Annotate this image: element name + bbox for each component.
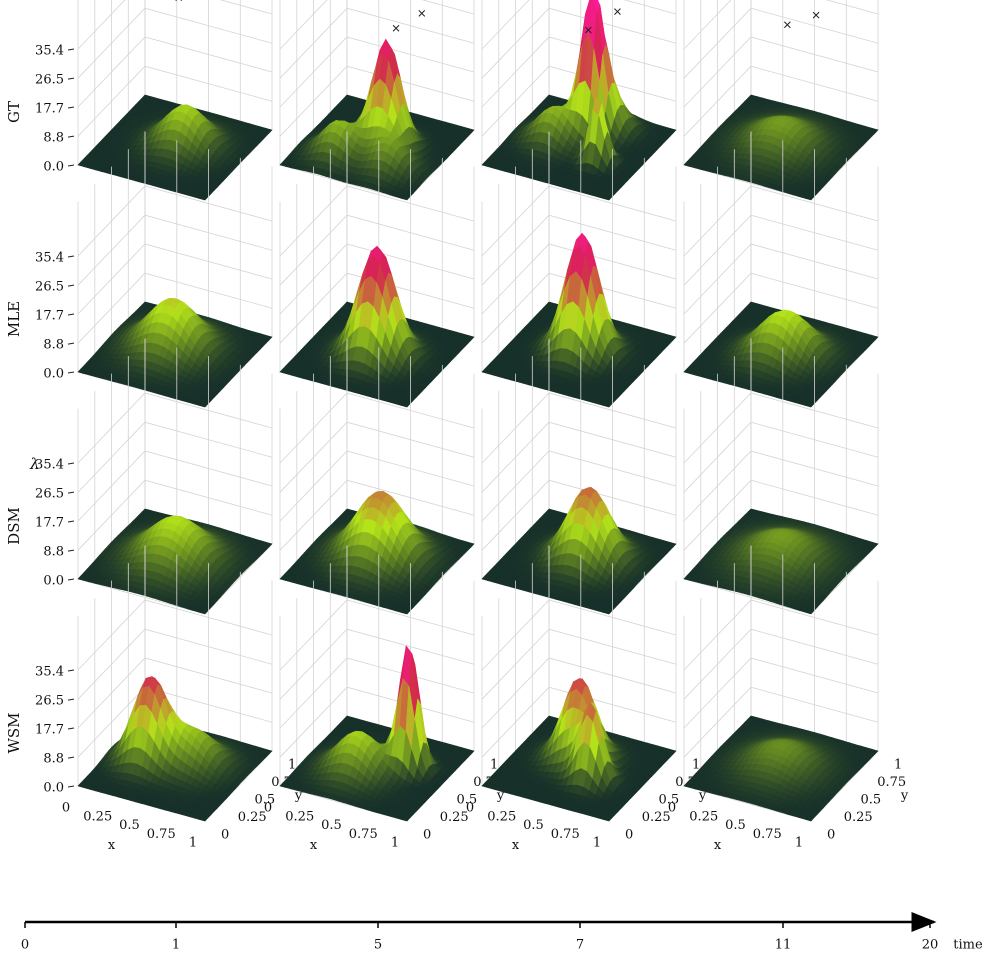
row-label: MLE [5, 301, 23, 337]
z-tick-label: 17.7 [35, 102, 64, 117]
surface [481, 232, 677, 408]
z-grid-line [683, 0, 879, 50]
z-tick [67, 549, 75, 552]
event-marker [614, 8, 621, 15]
z-tick [67, 164, 75, 167]
panel [683, 0, 879, 201]
surface [279, 245, 475, 408]
surface [77, 94, 273, 201]
z-tick [67, 106, 75, 109]
z-tick-label: 0.0 [43, 574, 64, 589]
z-grid-line [481, 0, 677, 50]
z-tick [67, 520, 75, 523]
z-tick [67, 48, 75, 51]
z-tick [67, 371, 75, 374]
z-tick [67, 342, 75, 345]
z-grid-line [77, 185, 273, 257]
surface [77, 508, 273, 615]
z-tick-label: 0.0 [43, 367, 64, 382]
z-tick-label: 8.8 [43, 338, 64, 353]
z-tick [67, 491, 75, 494]
z-tick-label: 35.4 [35, 251, 64, 266]
row-label: DSM [5, 507, 23, 545]
z-grid-line [77, 392, 273, 464]
z-tick [67, 77, 75, 80]
surface [279, 38, 475, 201]
z-tick-label: 26.5 [35, 280, 64, 295]
z-tick-label: 26.5 [35, 73, 64, 88]
z-tick [67, 578, 75, 581]
z-tick-label: 35.4 [35, 458, 64, 473]
z-tick-label: 8.8 [43, 545, 64, 560]
panel [481, 0, 677, 201]
z-tick [67, 255, 75, 258]
z-grid-line [279, 185, 475, 257]
z-grid-line [279, 0, 475, 50]
surface [481, 0, 677, 201]
z-tick [67, 462, 75, 465]
z-tick-label: 0.0 [43, 160, 64, 175]
row-label: GT [5, 101, 23, 123]
z-grid-line [77, 0, 273, 50]
event-marker [392, 24, 400, 32]
panel: 0.0 8.8 17.7 26.5 35.4 [35, 0, 273, 201]
time-label: time [953, 938, 983, 953]
z-tick [67, 135, 75, 138]
z-tick-label: 26.5 [35, 487, 64, 502]
surface [77, 297, 273, 408]
z-grid-line [683, 185, 879, 257]
z-tick [67, 313, 75, 316]
event-marker [783, 21, 791, 29]
surface [279, 490, 475, 615]
z-grid-line [279, 392, 475, 464]
z-tick-label: 17.7 [35, 309, 64, 324]
z-tick-label: 17.7 [35, 516, 64, 531]
panel [279, 0, 475, 201]
surface [683, 301, 879, 408]
event-marker [812, 11, 820, 19]
surface-cell [198, 194, 209, 201]
z-tick-label: 35.4 [35, 44, 64, 59]
z-axis-label: λ [29, 455, 40, 473]
event-marker [418, 10, 426, 17]
z-tick [67, 284, 75, 287]
surface [683, 94, 879, 201]
z-tick-label: 8.8 [43, 131, 64, 146]
